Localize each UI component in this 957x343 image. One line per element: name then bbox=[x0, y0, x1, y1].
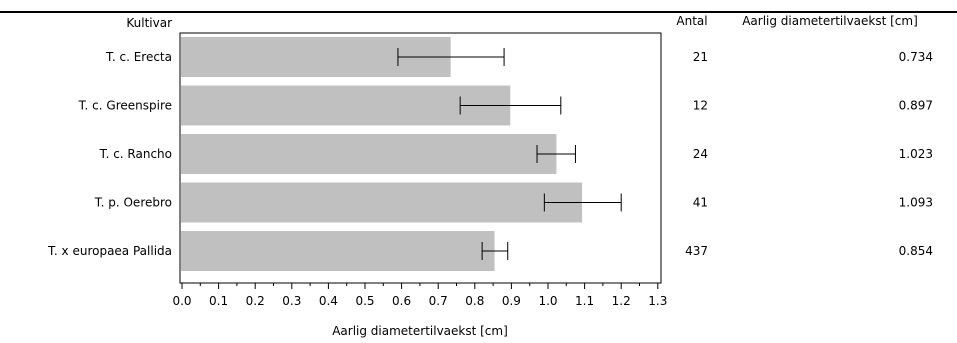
count-value: 12 bbox=[693, 99, 708, 113]
category-label: T. c. Rancho bbox=[99, 147, 172, 161]
x-tick-label: 0.3 bbox=[282, 294, 301, 308]
plot-frame bbox=[179, 32, 662, 284]
count-value: 21 bbox=[693, 50, 708, 64]
x-tick-label: 0.4 bbox=[319, 294, 338, 308]
x-tick-label: 1.0 bbox=[538, 294, 557, 308]
x-tick-label: 0.2 bbox=[246, 294, 265, 308]
x-tick-label: 0.0 bbox=[172, 294, 191, 308]
bar bbox=[181, 182, 583, 223]
x-tick-label: 0.5 bbox=[355, 294, 374, 308]
x-tick-label: 0.1 bbox=[209, 294, 228, 308]
value-label: 0.854 bbox=[899, 244, 933, 258]
bar bbox=[181, 134, 557, 174]
count-header: Antal bbox=[676, 14, 707, 28]
x-tick-label: 0.7 bbox=[429, 294, 448, 308]
category-label: T. c. Greenspire bbox=[78, 99, 172, 113]
x-axis-label: Aarlig diametertilvaekst [cm] bbox=[332, 324, 508, 338]
value-label: 0.897 bbox=[899, 99, 933, 113]
count-value: 41 bbox=[693, 196, 708, 210]
category-label: T. p. Oerebro bbox=[94, 196, 172, 210]
category-label: T. x europaea Pallida bbox=[47, 244, 172, 258]
count-value: 24 bbox=[693, 147, 708, 161]
x-tick-label: 0.9 bbox=[502, 294, 521, 308]
value-label: 0.734 bbox=[899, 50, 933, 64]
x-tick-label: 1.1 bbox=[575, 294, 594, 308]
bar bbox=[181, 85, 511, 126]
bar bbox=[181, 231, 495, 271]
x-tick-label: 1.3 bbox=[648, 294, 667, 308]
x-tick-label: 0.8 bbox=[465, 294, 484, 308]
value-label: 1.023 bbox=[899, 147, 933, 161]
count-value: 437 bbox=[685, 244, 708, 258]
value-label: 1.093 bbox=[899, 196, 933, 210]
value-header: Aarlig diametertilvaekst [cm] bbox=[742, 14, 918, 28]
category-label: T. c. Erecta bbox=[105, 50, 172, 64]
x-tick-label: 1.2 bbox=[612, 294, 631, 308]
x-tick-label: 0.6 bbox=[392, 294, 411, 308]
category-header: Kultivar bbox=[126, 16, 172, 30]
